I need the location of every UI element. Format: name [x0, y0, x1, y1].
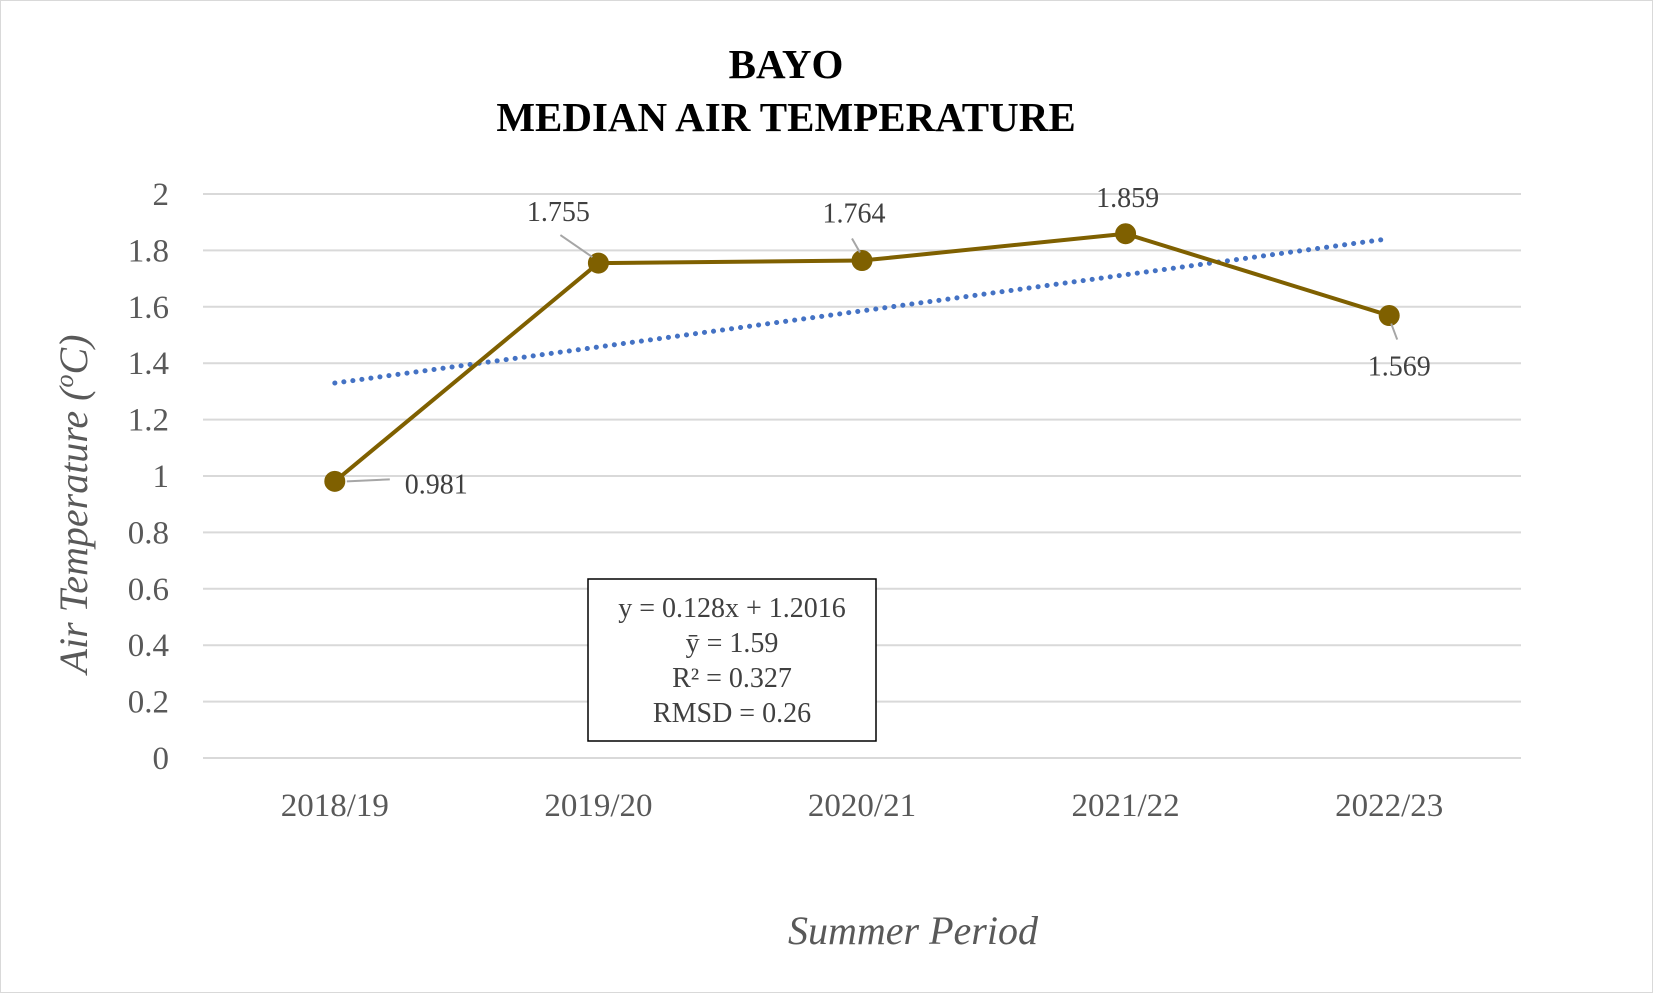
y-tick-label: 1.8	[128, 233, 169, 269]
data-label-leader	[346, 478, 390, 483]
regression-stats-box: y = 0.128x + 1.2016 ȳ = 1.59 R² = 0.327 RMS…	[587, 578, 877, 742]
y-tick-label: 0.8	[128, 515, 169, 551]
data-label: 1.569	[1368, 352, 1431, 383]
y-axis-ticks: 0 0.2 0.4 0.6 0.8 1 1.2 1.4 1.6 1.8 2	[128, 177, 169, 777]
data-label-leader	[1390, 323, 1399, 340]
data-point	[851, 250, 873, 272]
y-tick-label: 0.6	[128, 572, 169, 608]
y-axis-title-main: Air Temperature (	[51, 385, 96, 677]
data-label: 0.981	[405, 469, 468, 500]
data-label: 1.764	[823, 199, 886, 230]
data-label: 1.859	[1096, 183, 1159, 214]
x-tick-label: 2019/20	[544, 788, 652, 824]
x-axis-ticks: 2018/19 2019/20 2020/21 2021/22 2022/23	[281, 788, 1444, 824]
y-tick-label: 1.6	[128, 290, 169, 326]
y-tick-label: 1.4	[128, 346, 169, 382]
stats-line: R² = 0.327	[672, 663, 792, 694]
data-label-leader	[851, 238, 861, 254]
chart-title-line-2: MEDIAN AIR TEMPERATURE	[496, 94, 1075, 140]
y-tick-label: 1.2	[128, 403, 169, 439]
stats-line: ȳ = 1.59	[686, 628, 779, 659]
data-point	[1378, 305, 1400, 327]
x-tick-label: 2022/23	[1335, 788, 1443, 824]
data-point	[587, 252, 609, 274]
x-tick-label: 2018/19	[281, 788, 389, 824]
y-tick-label: 0	[153, 741, 170, 777]
data-label: 1.755	[527, 197, 590, 228]
y-tick-label: 0.4	[128, 628, 169, 664]
y-tick-label: 2	[153, 177, 170, 213]
stats-line: y = 0.128x + 1.2016	[618, 593, 846, 624]
stats-line: RMSD = 0.26	[653, 698, 811, 729]
y-tick-label: 1	[153, 459, 170, 495]
series-layer	[324, 223, 1400, 492]
chart-title-line-1: BAYO	[729, 41, 844, 87]
y-axis-title-superscript: o	[50, 375, 79, 388]
data-point	[324, 470, 346, 492]
y-axis-title: Air Temperature (oC)	[50, 335, 96, 677]
stats-box-border	[587, 578, 877, 742]
data-labels: 0.981 1.755 1.764 1.859 1.569	[346, 183, 1431, 500]
y-axis-title-unit: C)	[51, 335, 96, 375]
data-point	[1115, 223, 1137, 245]
y-tick-label: 0.2	[128, 685, 169, 721]
x-axis-title: Summer Period	[788, 908, 1039, 953]
x-tick-label: 2020/21	[808, 788, 916, 824]
x-tick-label: 2021/22	[1072, 788, 1180, 824]
data-label-leader	[559, 234, 593, 258]
